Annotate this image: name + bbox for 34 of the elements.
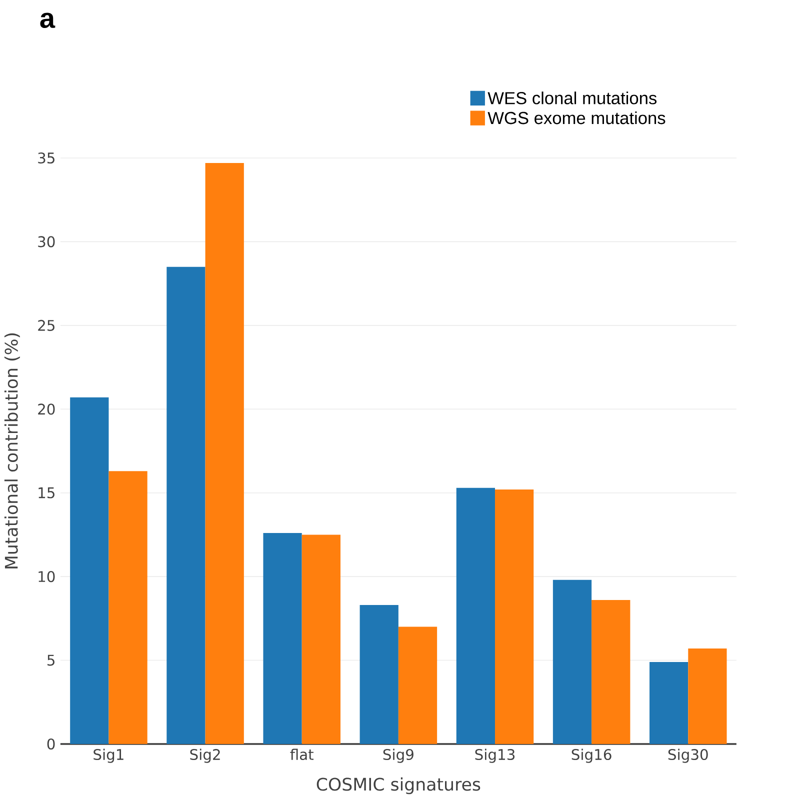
- y-tick-label: 30: [38, 236, 55, 248]
- legend-label: WGS exome mutations: [488, 111, 666, 124]
- y-tick-label: 25: [38, 320, 55, 331]
- bar: [360, 605, 399, 744]
- x-axis-title: COSMIC signatures: [316, 777, 480, 794]
- bar: [166, 266, 206, 744]
- bar: [553, 580, 592, 744]
- bar: [456, 488, 496, 744]
- x-tick-label: Sig2: [190, 748, 220, 763]
- bar: [495, 490, 534, 744]
- bar: [108, 471, 148, 744]
- x-tick-label: Sig13: [475, 748, 515, 763]
- x-tick-label: Sig1: [94, 748, 124, 763]
- x-tick-label: Sig30: [668, 748, 708, 763]
- y-tick-label: 5: [48, 654, 55, 666]
- bar: [688, 648, 727, 744]
- text: a: [40, 12, 56, 28]
- bar: [263, 533, 302, 744]
- bar: [592, 600, 630, 744]
- x-tick-label: Sig16: [572, 748, 612, 763]
- y-tick-label: 35: [38, 152, 55, 164]
- x-tick-label: flat: [290, 748, 314, 760]
- bar: [650, 662, 688, 744]
- bar: [302, 534, 341, 744]
- y-tick-label: 15: [38, 487, 55, 498]
- y-axis-title: Mutational contribution (%): [4, 333, 20, 568]
- y-tick-label: 20: [38, 404, 55, 415]
- bar: [398, 626, 438, 744]
- y-tick-label: 10: [38, 571, 55, 582]
- legend-label: WES clonal mutations: [488, 92, 657, 104]
- bar: [205, 163, 244, 744]
- y-tick-label: 0: [47, 738, 55, 750]
- x-tick-label: Sig9: [384, 748, 414, 763]
- bar: [70, 397, 109, 744]
